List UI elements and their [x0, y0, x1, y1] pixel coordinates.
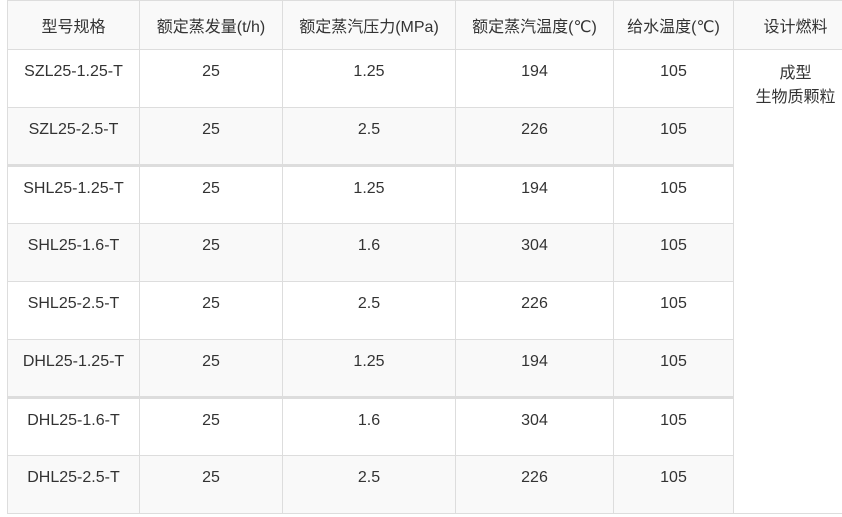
table-cell: SZL25-2.5-T: [7, 107, 140, 166]
table-cell: 25: [139, 396, 283, 456]
table-row: SZL25-2.5-T 25 2.5 226 105: [7, 107, 842, 166]
table-cell: 105: [613, 164, 734, 224]
table-cell: 2.5: [282, 281, 456, 340]
table-row: DHL25-1.25-T 25 1.25 194 105: [7, 339, 842, 398]
table-row: SHL25-2.5-T 25 2.5 226 105: [7, 281, 842, 340]
table-cell: 1.25: [282, 164, 456, 224]
table-cell: 105: [613, 49, 734, 108]
table-cell: 25: [139, 223, 283, 282]
table-cell: 1.6: [282, 223, 456, 282]
column-header: 型号规格: [7, 0, 140, 50]
table-cell: 194: [455, 164, 614, 224]
table-row: DHL25-2.5-T 25 2.5 226 105: [7, 455, 842, 514]
table-cell: 105: [613, 396, 734, 456]
column-header: 额定蒸发量(t/h): [139, 0, 283, 50]
table-cell: 226: [455, 107, 614, 166]
table-cell: 1.25: [282, 49, 456, 108]
column-header: 给水温度(℃): [613, 0, 734, 50]
table-cell: 105: [613, 281, 734, 340]
table-cell: 25: [139, 281, 283, 340]
table-row: DHL25-1.6-T 25 1.6 304 105: [7, 396, 842, 456]
table-cell: SHL25-2.5-T: [7, 281, 140, 340]
table-cell: 304: [455, 396, 614, 456]
table-cell: 2.5: [282, 107, 456, 166]
table-row: SHL25-1.25-T 25 1.25 194 105: [7, 164, 842, 224]
table-cell: 105: [613, 455, 734, 514]
header-row: 型号规格 额定蒸发量(t/h) 额定蒸汽压力(MPa) 额定蒸汽温度(℃) 给水温度(℃…: [7, 0, 842, 50]
table-cell: 25: [139, 339, 283, 398]
table-cell: 194: [455, 339, 614, 398]
table-cell: 226: [455, 281, 614, 340]
table-cell: SZL25-1.25-T: [7, 49, 140, 108]
table-cell: 25: [139, 164, 283, 224]
table-row: SHL25-1.6-T 25 1.6 304 105: [7, 223, 842, 282]
table-cell: 25: [139, 455, 283, 514]
column-header: 设计燃料: [733, 0, 842, 50]
table-cell: 105: [613, 339, 734, 398]
fuel-cell: 成型 生物质颗粒: [733, 49, 842, 514]
column-header: 额定蒸汽温度(℃): [455, 0, 614, 50]
table-cell: 105: [613, 223, 734, 282]
table-cell: 226: [455, 455, 614, 514]
table-cell: 1.25: [282, 339, 456, 398]
table-cell: 25: [139, 49, 283, 108]
table-cell: 25: [139, 107, 283, 166]
table-cell: DHL25-1.6-T: [7, 396, 140, 456]
fuel-line-1: 成型: [779, 65, 812, 82]
table-cell: 1.6: [282, 396, 456, 456]
table-cell: DHL25-2.5-T: [7, 455, 140, 514]
fuel-line-2: 生物质颗粒: [755, 89, 836, 106]
column-header: 额定蒸汽压力(MPa): [282, 0, 456, 50]
table-cell: 2.5: [282, 455, 456, 514]
table-cell: DHL25-1.25-T: [7, 339, 140, 398]
table-cell: SHL25-1.25-T: [7, 164, 140, 224]
table-cell: 105: [613, 107, 734, 166]
boiler-spec-table: 型号规格 额定蒸发量(t/h) 额定蒸汽压力(MPa) 额定蒸汽温度(℃) 给水温度(℃…: [7, 0, 842, 514]
table-cell: 304: [455, 223, 614, 282]
table-cell: 194: [455, 49, 614, 108]
table-cell: SHL25-1.6-T: [7, 223, 140, 282]
table-row: SZL25-1.25-T 25 1.25 194 105 成型 生物质颗粒: [7, 49, 842, 514]
